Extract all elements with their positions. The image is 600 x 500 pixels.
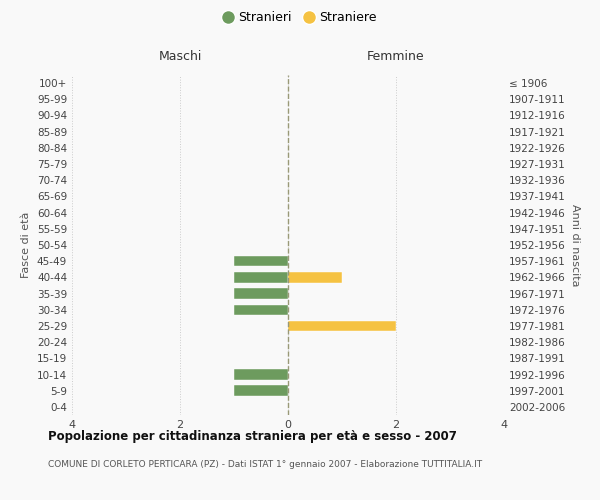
Bar: [288, 272, 342, 282]
Text: Maschi: Maschi: [158, 50, 202, 62]
Bar: [234, 272, 288, 282]
Bar: [234, 256, 288, 266]
Y-axis label: Anni di nascita: Anni di nascita: [569, 204, 580, 286]
Legend: Stranieri, Straniere: Stranieri, Straniere: [218, 6, 382, 29]
Bar: [234, 288, 288, 299]
Y-axis label: Fasce di età: Fasce di età: [22, 212, 31, 278]
Bar: [288, 320, 396, 331]
Text: COMUNE DI CORLETO PERTICARA (PZ) - Dati ISTAT 1° gennaio 2007 - Elaborazione TUT: COMUNE DI CORLETO PERTICARA (PZ) - Dati …: [48, 460, 482, 469]
Bar: [234, 304, 288, 315]
Bar: [234, 370, 288, 380]
Bar: [234, 386, 288, 396]
Text: Popolazione per cittadinanza straniera per età e sesso - 2007: Popolazione per cittadinanza straniera p…: [48, 430, 457, 443]
Text: Femmine: Femmine: [367, 50, 425, 62]
